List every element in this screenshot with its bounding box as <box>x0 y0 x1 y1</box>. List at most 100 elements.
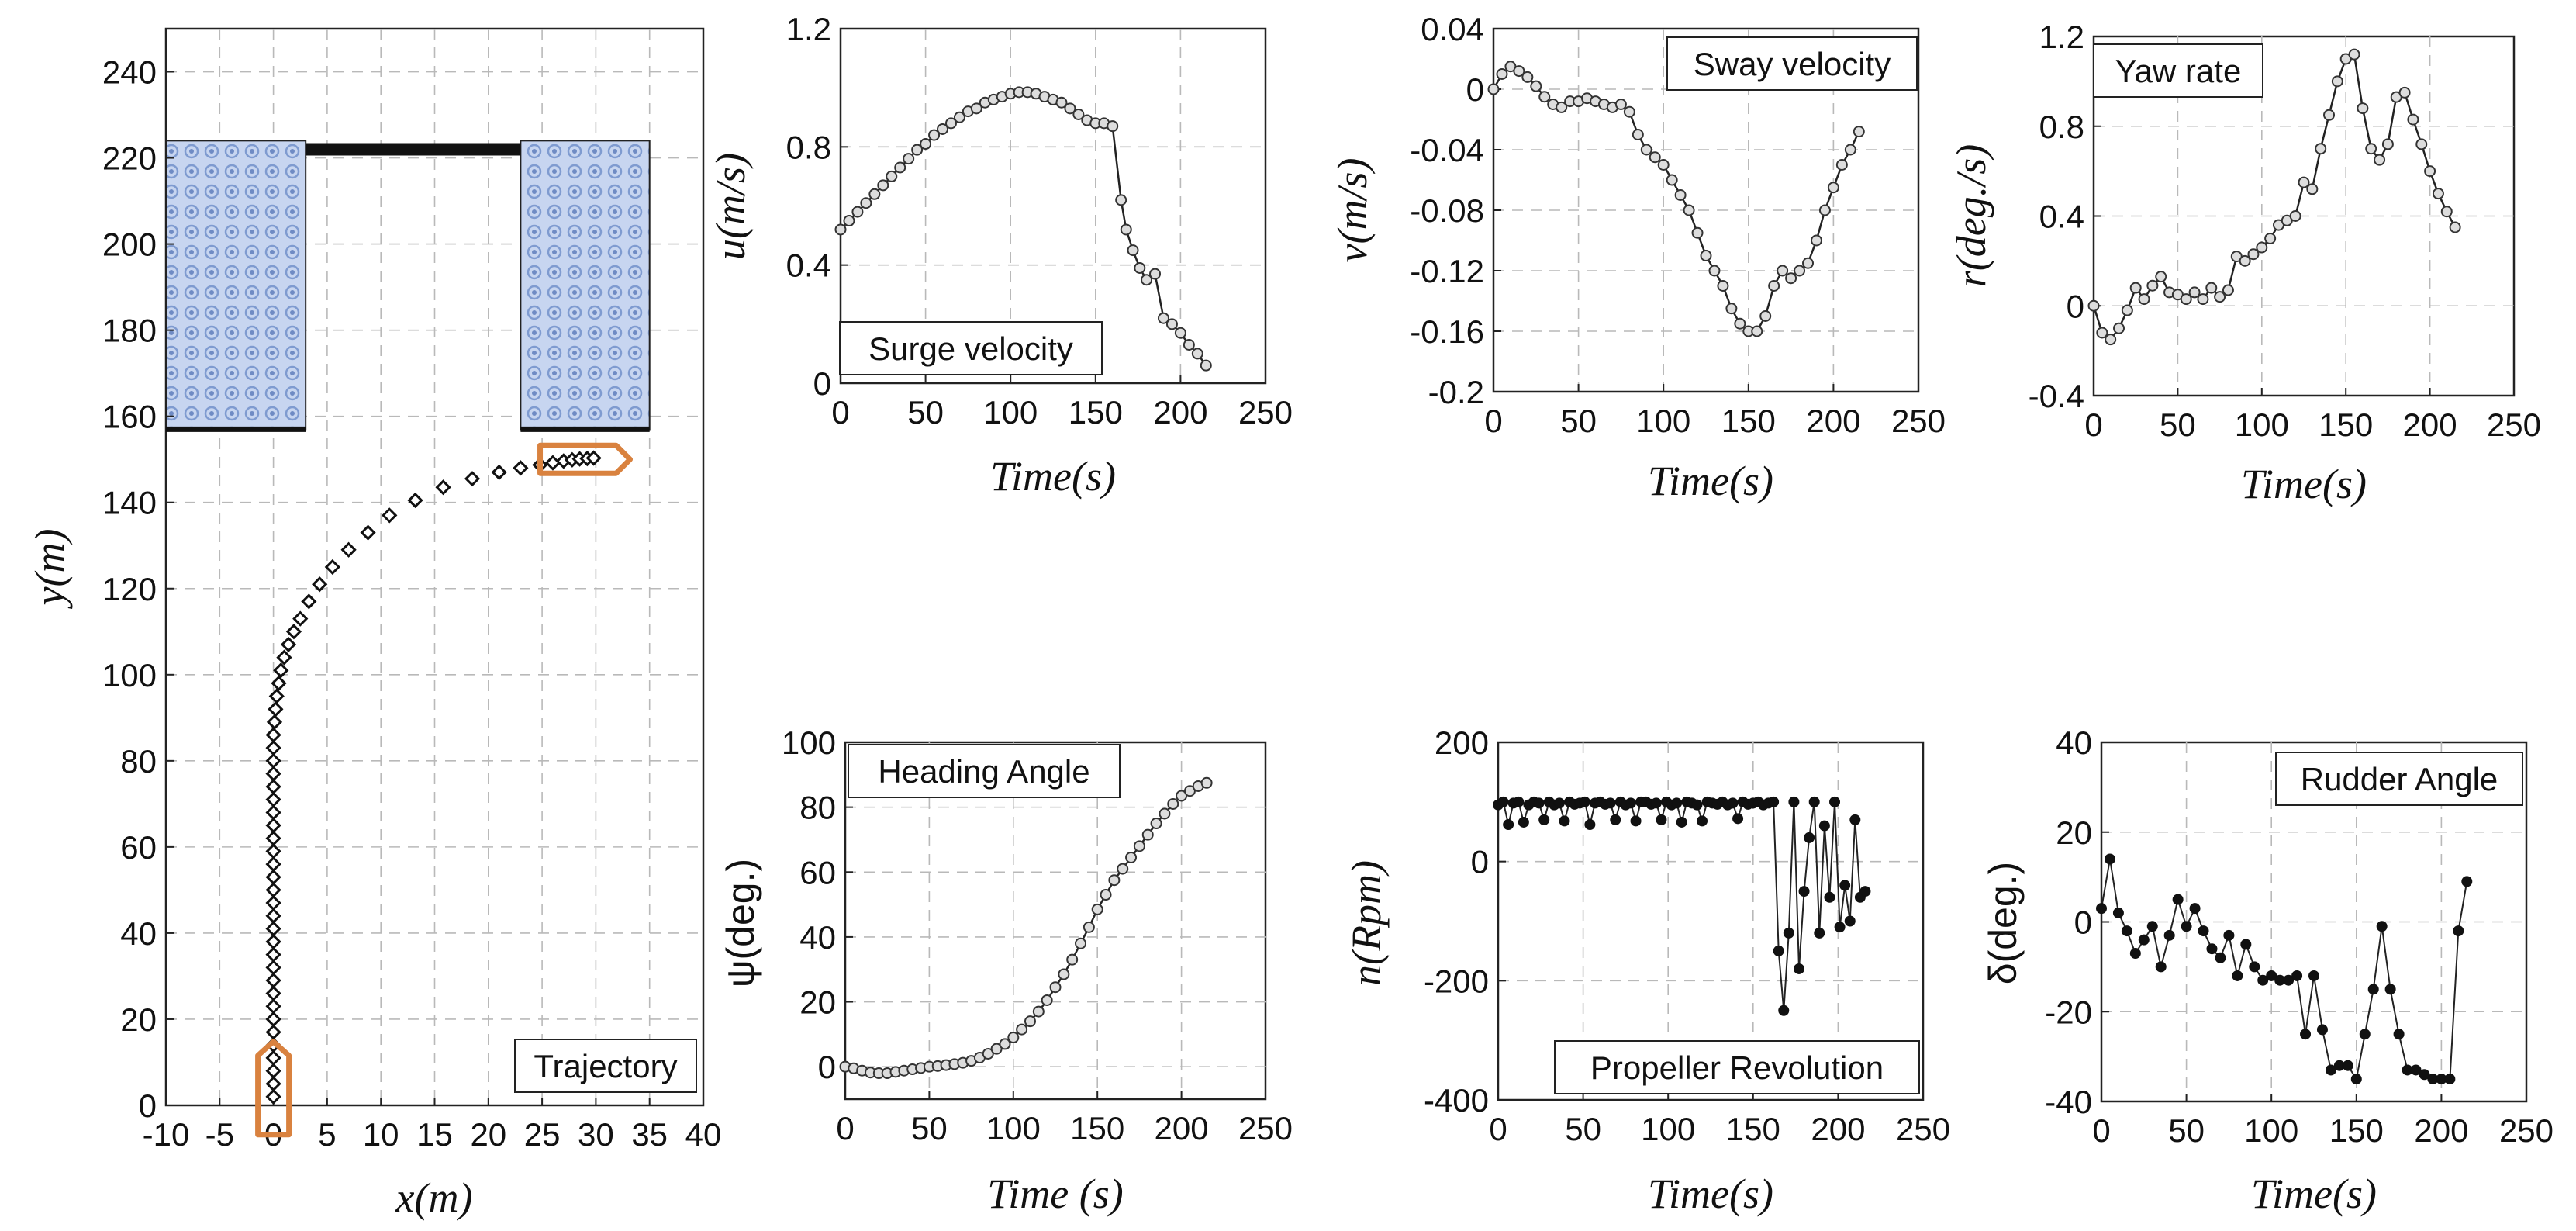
data-point <box>2308 970 2319 981</box>
data-point <box>1538 814 1550 825</box>
data-point <box>2240 939 2252 950</box>
data-point <box>1625 797 1636 809</box>
y-tick-label: 40 <box>799 919 836 956</box>
data-point <box>920 138 932 150</box>
y-tick-label: 60 <box>799 854 836 890</box>
data-point <box>544 455 561 471</box>
y-tick-label: 0 <box>1466 71 1484 108</box>
x-tick-label: 250 <box>1896 1111 1950 1147</box>
data-point <box>953 111 965 123</box>
data-point <box>1117 863 1129 875</box>
y-tick-label: -0.16 <box>1410 313 1484 350</box>
x-tick-label: 200 <box>1153 394 1207 431</box>
data-point <box>2121 925 2132 937</box>
x-axis-label: Time(s) <box>1648 458 1773 504</box>
data-point <box>1824 891 1835 903</box>
ship-outlines <box>255 442 634 1138</box>
data-point <box>860 197 872 209</box>
data-point <box>2256 241 2268 254</box>
data-point <box>301 593 317 610</box>
data-point <box>1773 945 1784 956</box>
data-point <box>1834 922 1846 933</box>
data-point <box>407 492 423 509</box>
data-point <box>312 576 328 593</box>
x-axis-label: Time(s) <box>2241 461 2367 507</box>
data-point <box>271 675 287 692</box>
data-point <box>2316 1024 2328 1036</box>
data-point <box>1666 174 1678 186</box>
data-point <box>1191 348 1203 360</box>
data-point <box>2180 293 2192 306</box>
data-point <box>1538 91 1551 103</box>
x-tick-label: 150 <box>1070 1110 1124 1146</box>
data-point <box>1844 144 1856 156</box>
data-point <box>1818 204 1831 216</box>
data-point <box>2087 299 2100 312</box>
data-point <box>2365 143 2377 155</box>
data-point <box>2306 183 2319 195</box>
x-tick-label: 200 <box>1155 1110 1209 1146</box>
series-markers <box>839 776 1213 1080</box>
data-point <box>2415 138 2428 150</box>
y-tick-label: 0 <box>2067 288 2084 324</box>
data-point <box>1584 819 1596 831</box>
data-point <box>990 1043 1003 1055</box>
data-point <box>1640 144 1652 156</box>
data-point <box>1513 65 1525 78</box>
x-tick-label: 50 <box>2168 1112 2205 1149</box>
data-point <box>928 129 941 141</box>
data-point <box>2367 984 2379 995</box>
data-point <box>265 779 281 795</box>
data-point <box>1768 796 1780 807</box>
data-point <box>2424 165 2436 178</box>
y-tick-label: 1.2 <box>786 11 831 47</box>
data-point <box>1127 244 1139 257</box>
data-point <box>2247 248 2260 261</box>
data-point <box>1149 268 1162 280</box>
x-tick-label: 100 <box>983 394 1038 431</box>
data-point <box>1808 796 1820 807</box>
grid <box>841 29 1266 383</box>
data-point <box>2129 282 2142 294</box>
data-point <box>2381 138 2394 150</box>
data-point <box>382 507 398 524</box>
data-point <box>2155 961 2167 973</box>
data-point <box>1556 101 1568 113</box>
data-point <box>1091 903 1103 915</box>
plot-area <box>844 741 1267 1101</box>
data-point <box>1623 105 1635 118</box>
x-tick-label: 250 <box>2499 1112 2554 1149</box>
y-tick-label: 60 <box>120 829 157 866</box>
data-point <box>1157 312 1169 324</box>
x-tick-label: 25 <box>524 1116 561 1153</box>
data-point <box>265 843 281 859</box>
y-tick-labels: 0 20 40 60 80 100 <box>782 724 853 1085</box>
data-point <box>877 179 889 192</box>
data-point <box>1107 120 1119 133</box>
y-tick-label: 0.4 <box>2039 199 2084 235</box>
y-axis-label: n(Rpm) <box>1343 860 1390 986</box>
data-point <box>2206 943 2218 955</box>
data-point <box>2407 113 2419 126</box>
y-tick-label: 20 <box>2056 814 2092 851</box>
pier-block <box>520 140 651 431</box>
data-point <box>2146 921 2158 932</box>
y-tick-label: -0.08 <box>1410 192 1484 229</box>
y-tick-label: -20 <box>2045 994 2092 1030</box>
data-point <box>435 479 451 496</box>
data-point <box>1075 937 1087 949</box>
data-point <box>265 960 281 976</box>
data-point <box>2359 1029 2371 1040</box>
data-point <box>2096 327 2108 339</box>
data-point <box>2113 322 2125 334</box>
ship-outline-start <box>255 1039 292 1138</box>
data-point <box>265 998 281 1015</box>
series-markers <box>834 86 1212 372</box>
data-point <box>1717 280 1729 292</box>
data-point <box>1671 797 1683 809</box>
data-point <box>1785 272 1797 285</box>
y-tick-label: -400 <box>1424 1082 1489 1119</box>
data-point <box>268 688 285 704</box>
data-point <box>1630 815 1642 827</box>
data-point <box>1700 250 1712 261</box>
